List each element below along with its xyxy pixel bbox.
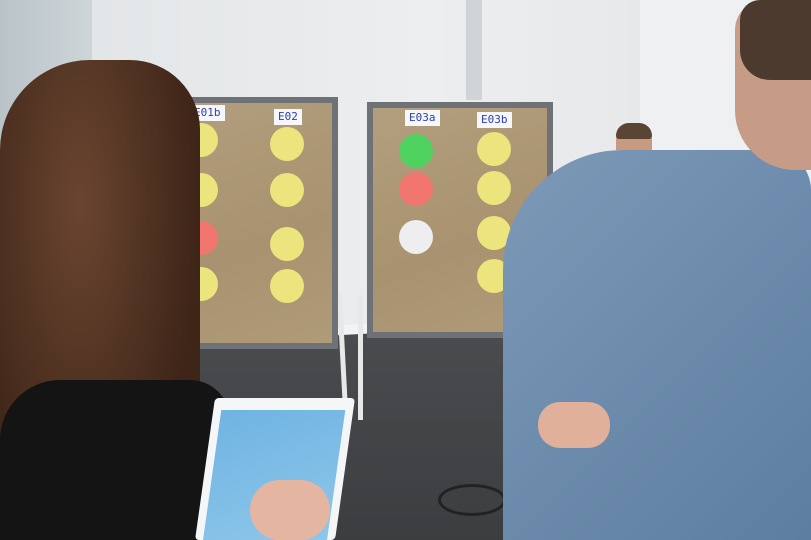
woman-hand <box>250 480 330 540</box>
card <box>270 269 304 303</box>
board-stand-leg <box>358 295 363 420</box>
man-hand <box>538 402 610 448</box>
man-blue-shirt <box>503 150 811 540</box>
card <box>399 220 433 254</box>
woman-black-top <box>0 380 230 540</box>
card <box>270 127 304 161</box>
card <box>477 171 511 205</box>
man-hair <box>740 0 811 80</box>
card <box>399 172 433 206</box>
card <box>399 134 433 168</box>
presenter-hair <box>616 123 652 139</box>
column-label: E03a <box>405 110 440 126</box>
column-label: E03b <box>477 112 512 128</box>
card <box>477 132 511 166</box>
card <box>270 227 304 261</box>
column-label: E02 <box>274 109 302 125</box>
floor-outlet <box>438 484 506 516</box>
pillar <box>466 0 482 100</box>
card <box>270 173 304 207</box>
